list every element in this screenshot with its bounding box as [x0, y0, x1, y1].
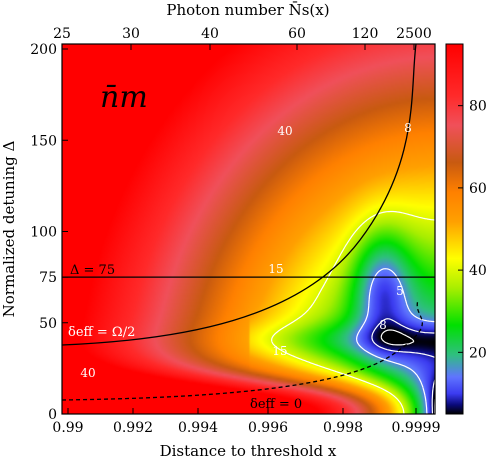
annotation-1: δeff = Ω/2 — [68, 325, 135, 340]
colorbar-tick-label: 60 — [469, 181, 487, 197]
contour-label-40: 40 — [277, 124, 292, 138]
top-tick-label: 2500 — [396, 26, 432, 42]
x-tick-label: 0.996 — [248, 420, 288, 436]
top-tick-label: 30 — [122, 26, 140, 42]
x-tick-label: 0.998 — [323, 420, 363, 436]
top-tick-label: 25 — [53, 26, 71, 42]
top-tick-label: 60 — [288, 26, 306, 42]
top-axis-label: Photon number N̄s(x) — [166, 1, 329, 19]
colorbar — [445, 43, 464, 415]
colorbar-tick-label: 40 — [469, 263, 487, 279]
contour-label-15: 15 — [272, 344, 287, 358]
y-tick-label: 50 — [39, 316, 57, 332]
annotations: n̄m 40 40 15 15 8 8 5 Δ = 75 δeff = Ω/2 δeff = 0 — [68, 80, 412, 412]
colorbar-tick-label: 80 — [469, 99, 487, 115]
colorbar-tick-label: 20 — [469, 345, 487, 361]
annotation-0: Δ = 75 — [70, 263, 115, 278]
y-axis-label: Normalized detuning Δ — [0, 140, 18, 317]
y-tick-label: 75 — [39, 270, 57, 286]
x-tick-label: 0.9999 — [392, 420, 441, 436]
contour-label-5: 5 — [396, 284, 404, 298]
contour-label-15: 15 — [268, 262, 283, 276]
colorbar-ticks: 20 40 60 80 — [458, 99, 487, 361]
heatmap — [62, 44, 435, 414]
y-tick-label: 200 — [30, 42, 57, 58]
quantity-symbol: n̄m — [100, 80, 148, 115]
top-tick-label: 40 — [201, 26, 219, 42]
x-tick-label: 0.99 — [52, 420, 83, 436]
y-tick-label: 0 — [48, 407, 57, 423]
heatmap-image — [62, 44, 435, 414]
x-axis-label: Distance to threshold x — [160, 442, 337, 460]
y-tick-label: 100 — [30, 225, 57, 241]
reference-lines — [62, 44, 435, 401]
contour-lines — [271, 210, 435, 414]
contour-15 — [356, 268, 435, 414]
x-tick-label: 0.994 — [178, 420, 218, 436]
curve-delta-eff-zero — [62, 299, 423, 401]
plot-frame — [61, 43, 436, 415]
annotation-2: δeff = 0 — [250, 397, 302, 412]
axis-ticks: 0.99 0.992 0.994 0.996 0.998 0.9999 25 30 40 60 12… — [30, 26, 440, 436]
contour-8 — [371, 318, 435, 414]
y-tick-label: 150 — [30, 133, 57, 149]
contour-label-8: 8 — [379, 318, 387, 332]
top-tick-label: 120 — [352, 26, 379, 42]
curve-delta-eff-half-omega — [62, 44, 417, 346]
contour-label-8: 8 — [404, 121, 412, 135]
x-tick-label: 0.992 — [113, 420, 153, 436]
contour-label-40: 40 — [80, 366, 95, 380]
